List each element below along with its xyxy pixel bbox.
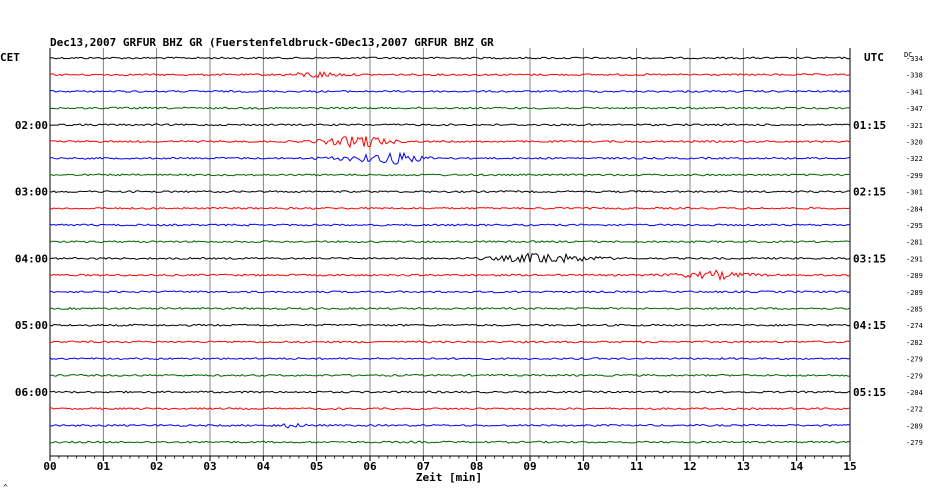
dc-offset-label: -282 [906, 339, 923, 347]
trace-line [49, 206, 851, 210]
x-tick-label: 07 [417, 460, 430, 473]
x-tick-label: 13 [737, 460, 750, 473]
chart-title: Dec13,2007 GRFUR BHZ GR (Fuerstenfeldbru… [50, 36, 494, 49]
trace-line [49, 56, 851, 60]
plot-grid [49, 48, 851, 456]
dc-label: DC [904, 51, 912, 59]
trace-line [49, 323, 851, 327]
dc-offset-label: -272 [906, 406, 923, 414]
dc-offset-label: -281 [906, 239, 923, 247]
dc-offset-label: -284 [906, 389, 923, 397]
cet-label: CET [0, 51, 20, 64]
trace-line [49, 136, 851, 149]
dc-offset-label: -285 [906, 306, 923, 314]
trace-line [49, 340, 851, 344]
trace-line [49, 269, 851, 282]
trace-line [49, 89, 851, 93]
time-labels: -334 -338 -341 -347 -321 -320 -322 -299 -301 -284… [15, 55, 923, 447]
dc-offset-label: -291 [906, 255, 923, 263]
x-axis-label: Zeit [min] [416, 471, 482, 484]
dc-offset-label: -289 [906, 422, 923, 430]
cet-time-label: 05:00 [15, 319, 48, 332]
utc-time-label: 05:15 [853, 386, 886, 399]
dc-offset-label: -341 [906, 88, 923, 96]
x-tick-label: 15 [843, 460, 856, 473]
x-tick-label: 14 [790, 460, 804, 473]
x-tick-label: 03 [203, 460, 216, 473]
cet-time-label: 03:00 [15, 186, 48, 199]
trace-line [49, 390, 851, 394]
x-tick-label: 09 [523, 460, 536, 473]
dc-offset-label: -338 [906, 72, 923, 80]
x-tick-label: 08 [470, 460, 483, 473]
dc-offset-label: -284 [906, 205, 923, 213]
trace-line [49, 106, 851, 110]
trace-line [49, 407, 850, 411]
trace-line [49, 240, 851, 244]
dc-offset-label: -279 [906, 372, 923, 380]
x-tick-label: 10 [577, 460, 590, 473]
dc-offset-label: -289 [906, 272, 923, 280]
x-axis: 00 01 02 03 04 05 06 07 08 09 10 11 12 13 14 15 [43, 455, 857, 473]
x-tick-label: 12 [683, 460, 696, 473]
trace-line [49, 422, 851, 429]
x-tick-label: 01 [97, 460, 111, 473]
dc-offset-label: -279 [906, 356, 923, 364]
dc-offset-label: -274 [906, 322, 923, 330]
x-tick-label: 00 [43, 460, 56, 473]
dc-offset-label: -320 [906, 139, 923, 147]
dc-offset-label: -322 [906, 155, 923, 163]
trace-line [49, 173, 851, 177]
cet-time-label: 06:00 [15, 386, 48, 399]
trace-line [49, 373, 851, 377]
dc-offset-label: -295 [906, 222, 923, 230]
trace-line [49, 190, 851, 194]
cet-time-label: 04:00 [15, 252, 48, 265]
trace-line [49, 252, 851, 264]
trace-line [49, 440, 851, 444]
dc-offset-label: -321 [906, 122, 923, 130]
trace-line [49, 357, 851, 361]
trace-group [49, 56, 851, 444]
dc-offset-label: -299 [906, 172, 923, 180]
trace-line [49, 306, 851, 311]
utc-time-label: 02:15 [853, 186, 886, 199]
trace-line [49, 151, 851, 165]
utc-time-label: 04:15 [853, 319, 886, 332]
dc-offset-label: -289 [906, 289, 923, 297]
x-tick-label: 06 [363, 460, 377, 473]
trace-line [49, 123, 851, 127]
trace-line [49, 223, 851, 227]
dc-offset-label: -301 [906, 189, 923, 197]
trace-line [49, 70, 851, 79]
utc-label: UTC [864, 51, 884, 64]
dc-offset-label: -279 [906, 439, 923, 447]
x-tick-label: 04 [257, 460, 271, 473]
x-tick-label: 05 [310, 460, 323, 473]
dc-offset-label: -347 [906, 105, 923, 113]
utc-time-label: 03:15 [853, 252, 886, 265]
dc-offset-label: -334 [906, 55, 923, 63]
x-tick-label: 11 [630, 460, 644, 473]
cet-time-label: 02:00 [15, 119, 48, 132]
utc-time-label: 01:15 [853, 119, 886, 132]
x-tick-label: 02 [150, 460, 163, 473]
corner-mark: ^ [3, 483, 8, 492]
trace-line [49, 290, 851, 294]
